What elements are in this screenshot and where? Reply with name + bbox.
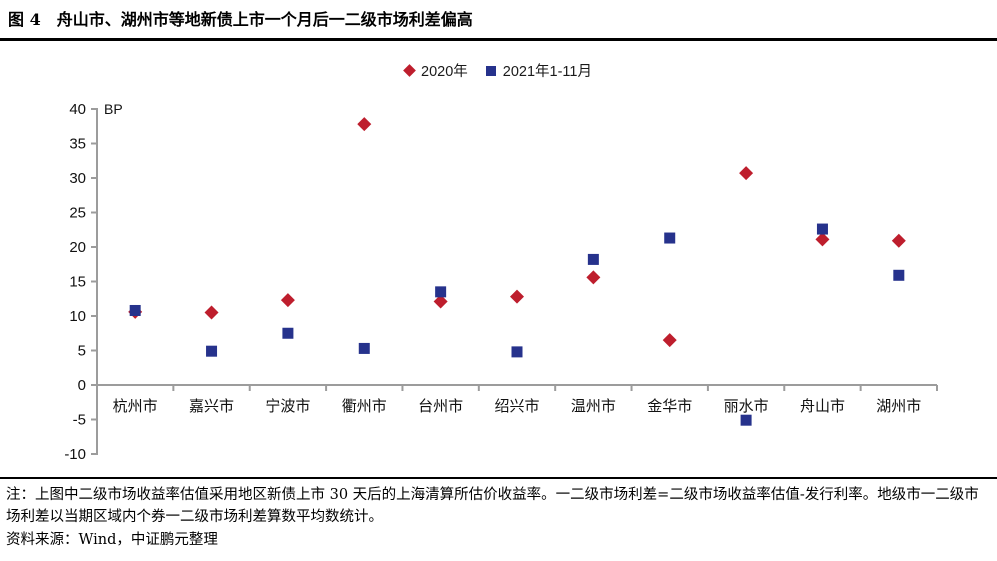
data-point-square <box>816 223 828 235</box>
x-category-label: 杭州市 <box>113 398 158 415</box>
y-tick-label: -5 <box>73 412 86 429</box>
legend-label-2020: 2020年 <box>421 64 468 80</box>
data-point-square <box>358 342 370 354</box>
data-point-diamond <box>280 293 295 308</box>
y-tick-label: 25 <box>69 205 86 222</box>
x-category-label: 衢州市 <box>342 398 387 415</box>
data-point-diamond <box>357 117 372 132</box>
data-point-diamond <box>433 294 448 309</box>
data-point-square <box>740 414 752 426</box>
y-tick-label: -10 <box>64 446 86 463</box>
notes-divider <box>0 477 997 479</box>
y-tick-label: 20 <box>69 239 86 256</box>
y-tick-label: 40 <box>69 101 86 118</box>
scatter-chart: 40 35 30 25 20 15 10 5 0 -5 -10 BP 杭州市 嘉兴市 宁波市 衢州市 台州市 绍兴… <box>64 101 938 463</box>
note-text: 注：上图中二级市场收益率估值采用地区新债上市 30 天后的上海清算所估价收益率。… <box>6 487 979 526</box>
data-point-diamond <box>815 232 830 247</box>
legend-item-2020: 2020年 <box>403 60 468 81</box>
x-category-label: 舟山市 <box>800 398 845 415</box>
data-point-diamond <box>739 166 754 181</box>
figure-title: 图 4 舟山市、湖州市等地新债上市一个月后一二级市场利差偏高 <box>8 10 473 29</box>
y-tick-label: 5 <box>78 343 86 360</box>
data-point-diamond <box>891 233 906 248</box>
y-tick-label: 30 <box>69 170 86 187</box>
y-tick-label: 15 <box>69 274 86 291</box>
data-point-diamond <box>586 270 601 285</box>
square-marker-icon <box>485 65 496 76</box>
y-tick-label: 10 <box>69 308 86 325</box>
x-category-label: 湖州市 <box>876 398 921 415</box>
data-point-square <box>893 269 905 281</box>
data-point-square <box>587 253 599 265</box>
x-category-label: 温州市 <box>571 398 616 415</box>
chart-notes: 注：上图中二级市场收益率估值采用地区新债上市 30 天后的上海清算所估价收益率。… <box>0 479 997 551</box>
y-tick-label: 35 <box>69 136 86 153</box>
x-category-label: 绍兴市 <box>494 398 539 415</box>
source-text: 资料来源：Wind，中证鹏元整理 <box>6 531 218 548</box>
data-point-diamond <box>510 289 524 304</box>
data-point-square <box>129 304 141 316</box>
title-divider <box>0 38 997 41</box>
diamond-marker-icon <box>403 64 416 77</box>
x-category-label: 台州市 <box>418 398 463 415</box>
x-category-label: 金华市 <box>647 398 692 415</box>
x-category-label: 丽水市 <box>724 398 769 415</box>
data-point-square <box>282 327 294 339</box>
y-axis-unit-label: BP <box>104 101 123 117</box>
data-point-square <box>664 232 676 244</box>
y-tick-label: 0 <box>78 377 86 394</box>
legend-item-2021: 2021年1-11月 <box>485 60 592 81</box>
x-category-label: 嘉兴市 <box>189 398 234 415</box>
chart-legend: 2020年 2021年1-11月 <box>0 60 997 81</box>
data-point-square <box>206 345 218 357</box>
data-point-diamond <box>662 333 677 348</box>
data-point-square <box>435 286 447 298</box>
data-point-diamond <box>204 305 219 320</box>
data-point-square <box>511 346 523 358</box>
legend-label-2021: 2021年1-11月 <box>502 64 592 80</box>
x-category-label: 宁波市 <box>265 398 310 415</box>
